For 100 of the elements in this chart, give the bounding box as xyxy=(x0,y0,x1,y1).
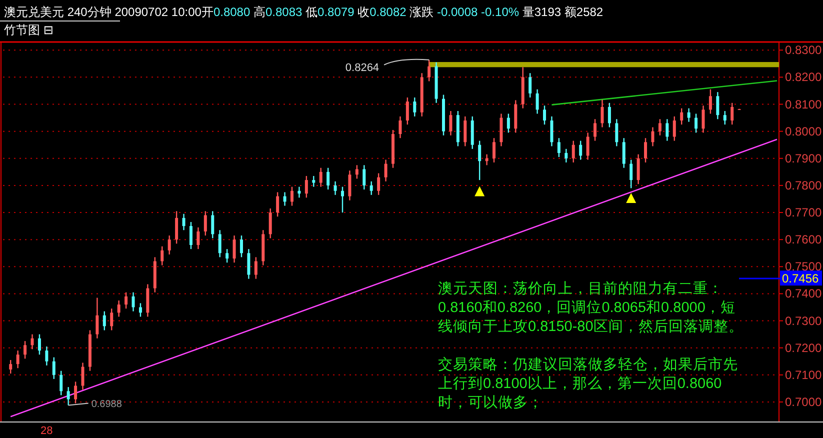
candlestick xyxy=(594,118,597,142)
candlestick xyxy=(66,386,70,406)
y-tick-label: 0.7300 xyxy=(785,314,822,328)
annotation: 0.8264 xyxy=(345,62,380,74)
candlestick xyxy=(211,210,214,239)
candlestick xyxy=(557,137,560,158)
candlestick xyxy=(348,170,352,201)
candlestick xyxy=(362,164,366,190)
candlestick xyxy=(702,105,705,134)
candlestick xyxy=(687,108,690,122)
y-tick-label: 0.7600 xyxy=(785,232,822,247)
candlestick xyxy=(485,154,488,166)
candlestick xyxy=(543,105,546,126)
annotation: 澳元天图：荡价向上，目前的阻力有二重：0.8160和0.8260，回调位0.8065和0.8000，短线倾向于上攻0.8150-80区间，然后回落调整。 xyxy=(438,280,744,335)
candlestick xyxy=(319,167,322,188)
candlestick xyxy=(196,226,200,250)
candlestick xyxy=(564,148,568,164)
annotation: 0.6988 xyxy=(91,399,122,410)
candlestick xyxy=(636,154,640,185)
candlestick xyxy=(189,221,192,250)
y-tick-label: 0.8000 xyxy=(785,124,822,138)
candlestick xyxy=(536,88,539,114)
candlestick xyxy=(340,186,344,214)
candlestick xyxy=(334,180,337,196)
candlestick xyxy=(579,140,582,160)
candlestick xyxy=(413,96,416,118)
candlestick xyxy=(355,164,358,180)
candlestick xyxy=(406,96,409,126)
candlestick xyxy=(16,350,20,369)
candlestick xyxy=(723,110,726,126)
candlestick xyxy=(608,102,611,128)
candlestick xyxy=(528,72,532,98)
candlestick xyxy=(283,192,286,206)
candlestick xyxy=(52,356,56,380)
candlestick xyxy=(117,300,120,318)
candlestick xyxy=(60,370,63,396)
candlestick xyxy=(644,137,648,164)
candlestick xyxy=(312,175,316,188)
candlestick xyxy=(182,213,186,231)
candlestick xyxy=(478,140,482,181)
candlestick xyxy=(232,234,236,264)
candlestick xyxy=(377,172,380,196)
y-tick-label: 0.7900 xyxy=(785,151,822,166)
y-tick-label: 0.7800 xyxy=(785,178,822,192)
candlestick xyxy=(708,88,712,114)
ref-line-label: 0.7456 xyxy=(782,272,820,286)
chart-subtitle: 竹节图 ⊟ xyxy=(4,23,54,37)
candlestick xyxy=(672,116,676,142)
candlestick xyxy=(666,118,669,142)
candlestick xyxy=(96,297,99,339)
candlestick xyxy=(304,175,308,198)
candlestick xyxy=(326,167,330,190)
candlestick xyxy=(132,292,135,312)
candlestick xyxy=(124,292,128,310)
candlestick xyxy=(506,113,510,134)
candlestick xyxy=(268,208,272,239)
candlestick xyxy=(694,113,698,134)
candlestick xyxy=(730,102,734,126)
candlestick xyxy=(384,159,388,182)
candlestick xyxy=(110,308,114,331)
candlestick xyxy=(276,192,280,218)
candlestick xyxy=(680,108,684,126)
y-tick-label: 0.7700 xyxy=(785,206,822,220)
candlestick xyxy=(240,234,243,258)
candlestick xyxy=(138,302,142,318)
candlestick xyxy=(81,362,84,390)
y-tick-label: 0.7000 xyxy=(785,394,822,409)
y-tick-label: 0.8300 xyxy=(785,43,822,58)
candlestick xyxy=(651,126,654,147)
candlestick xyxy=(615,118,618,147)
candlestick xyxy=(254,256,258,280)
candlestick xyxy=(600,99,604,128)
y-tick-label: 0.7400 xyxy=(785,286,822,301)
candlestick xyxy=(492,137,496,164)
y-tick-label: 0.7100 xyxy=(785,368,822,382)
candlestick xyxy=(290,186,294,206)
candlestick xyxy=(586,132,590,160)
candlestick xyxy=(398,116,402,139)
candlestick xyxy=(204,210,207,236)
candlestick xyxy=(370,180,373,196)
candlestick xyxy=(218,230,222,258)
candlestick xyxy=(622,137,626,168)
x-tick-label: 28 xyxy=(40,425,53,437)
candlestick xyxy=(74,381,78,404)
candlestick xyxy=(298,186,301,198)
candlestick xyxy=(9,359,12,374)
candlestick xyxy=(30,334,34,350)
candlestick xyxy=(449,110,452,136)
candlestick xyxy=(716,91,720,120)
candlestick xyxy=(45,346,48,366)
candlestick xyxy=(630,159,633,189)
candlestick xyxy=(160,246,164,266)
chart-title: 澳元兑美元 240分钟 20090702 10:00开0.8080 高0.8083 低0.8079 收0.8082 涨跌 -0.0008 -0.10% 量3193 额2582 xyxy=(4,5,604,19)
candlestick xyxy=(102,310,106,331)
candlestick xyxy=(428,59,431,82)
y-tick-label: 0.8100 xyxy=(785,97,822,112)
candlestick xyxy=(168,234,171,256)
candlestick xyxy=(464,116,467,147)
candlestick xyxy=(247,248,250,280)
candlestick xyxy=(24,340,27,360)
